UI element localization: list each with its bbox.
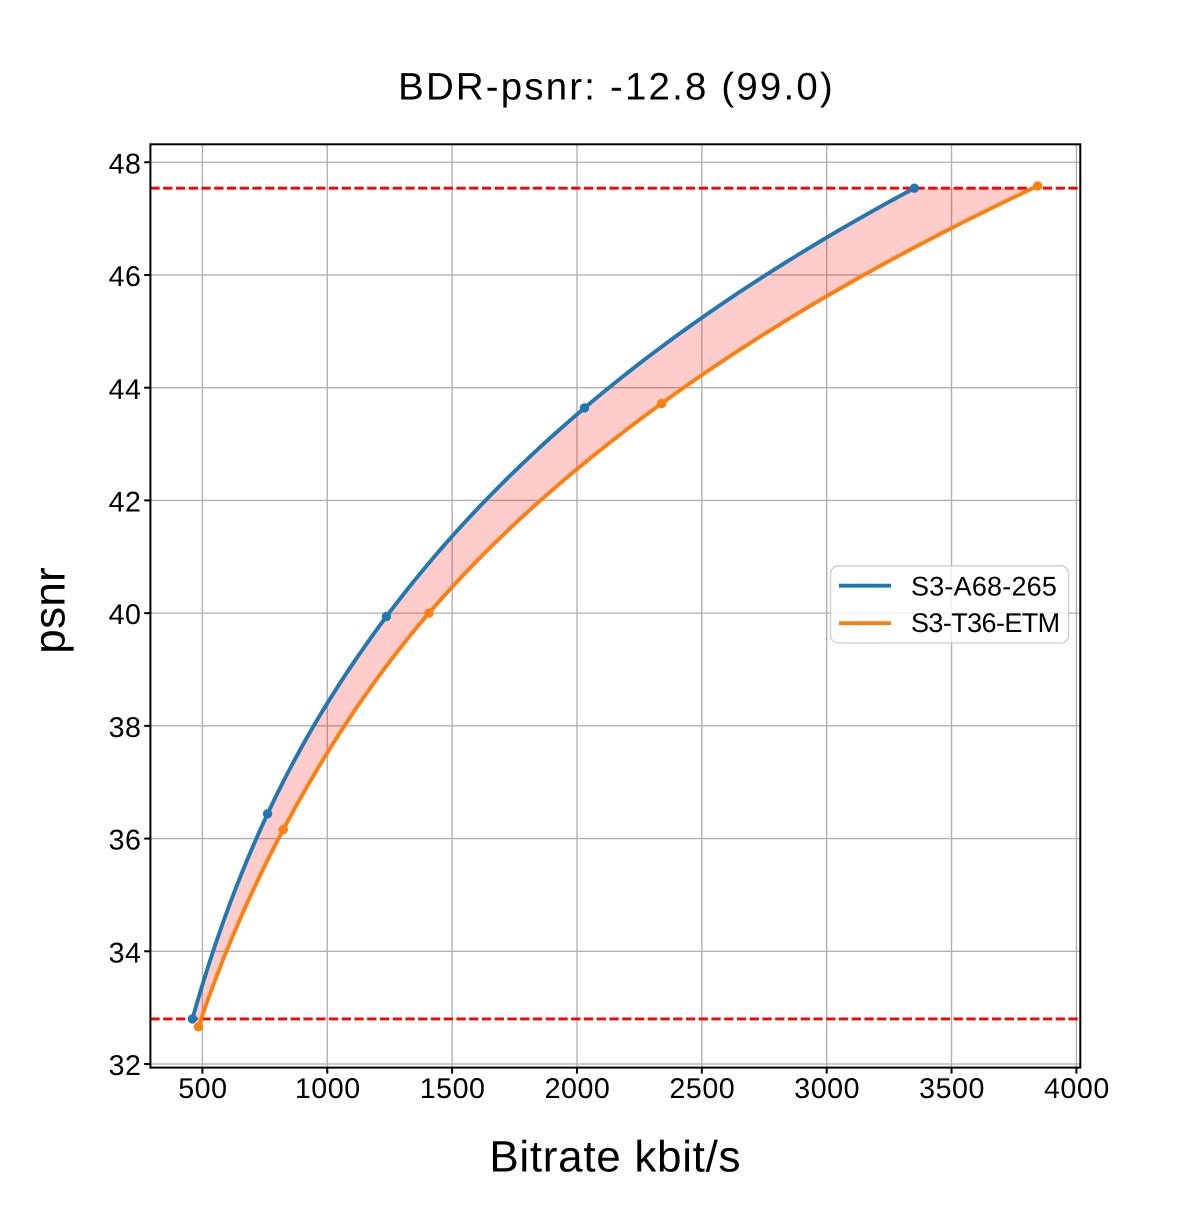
svg-text:32: 32: [109, 1050, 142, 1082]
svg-text:34: 34: [109, 937, 142, 969]
svg-text:BDR-psnr: -12.8 (99.0): BDR-psnr: -12.8 (99.0): [398, 66, 835, 109]
svg-text:40: 40: [109, 599, 142, 631]
svg-text:S3-T36-ETM: S3-T36-ETM: [911, 608, 1060, 638]
svg-text:38: 38: [109, 712, 142, 744]
svg-text:1000: 1000: [295, 1073, 361, 1105]
svg-text:3000: 3000: [794, 1073, 860, 1105]
svg-text:44: 44: [109, 374, 142, 406]
svg-text:48: 48: [109, 148, 142, 180]
svg-text:psnr: psnr: [26, 567, 75, 654]
svg-text:4000: 4000: [1044, 1073, 1110, 1105]
svg-text:36: 36: [109, 825, 142, 857]
svg-text:Bitrate kbit/s: Bitrate kbit/s: [489, 1132, 741, 1181]
svg-text:S3-A68-265: S3-A68-265: [911, 571, 1057, 601]
svg-text:42: 42: [109, 487, 142, 519]
svg-text:500: 500: [178, 1073, 227, 1105]
svg-text:1500: 1500: [420, 1073, 486, 1105]
svg-text:3500: 3500: [919, 1073, 985, 1105]
svg-text:2500: 2500: [669, 1073, 735, 1105]
svg-text:46: 46: [109, 261, 142, 293]
svg-text:2000: 2000: [545, 1073, 611, 1105]
